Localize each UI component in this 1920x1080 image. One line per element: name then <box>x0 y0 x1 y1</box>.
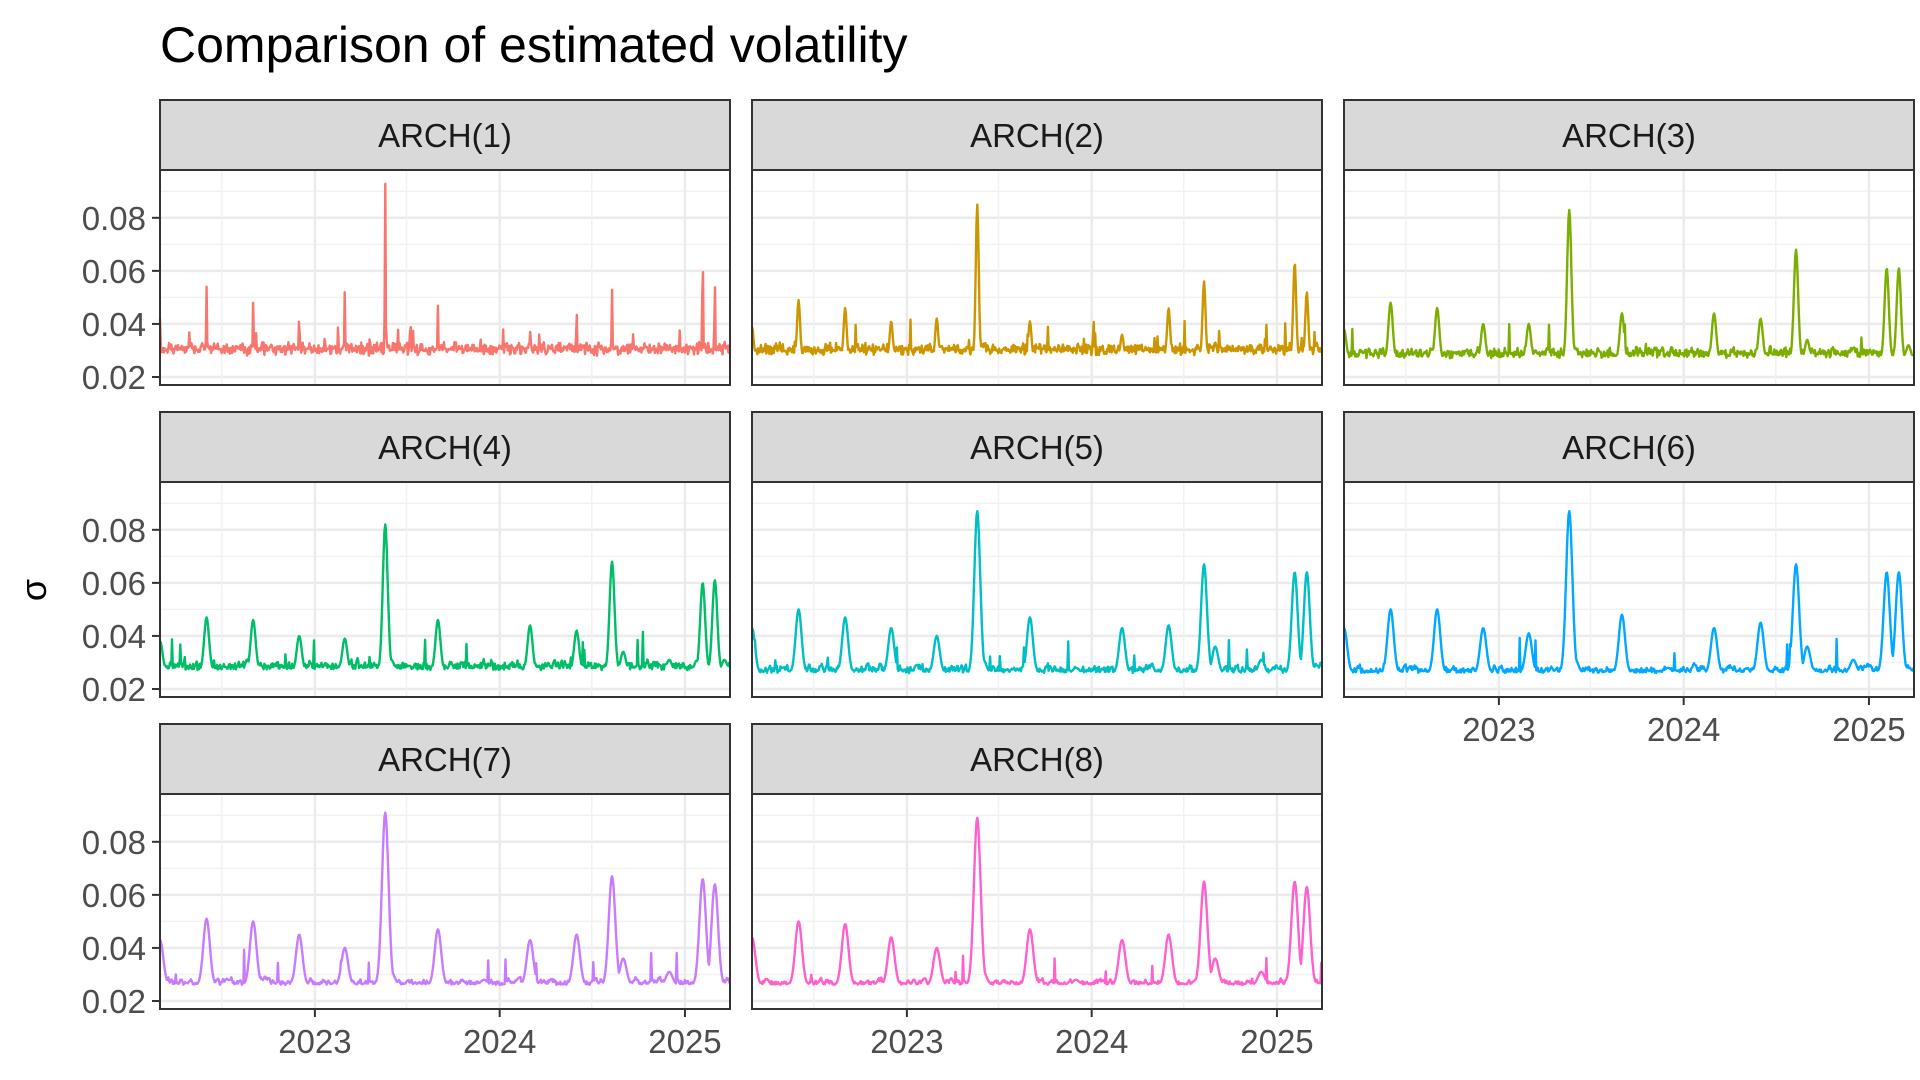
y-axis-label: σ <box>13 579 54 601</box>
facet-strip <box>1343 411 1915 483</box>
facet-strip <box>159 723 731 795</box>
plot-background <box>752 170 1322 385</box>
facet-panel: ARCH(3) <box>1342 99 1915 386</box>
series-line <box>158 182 731 357</box>
facet-strip-label: ARCH(6) <box>1562 429 1696 466</box>
facet-strip <box>1343 99 1915 171</box>
y-tick-label: 0.06 <box>82 877 146 914</box>
series-line <box>158 523 732 672</box>
x-tick-label: 2025 <box>1832 711 1905 748</box>
x-tick-label: 2024 <box>463 1023 536 1060</box>
x-tick-label: 2024 <box>1647 711 1720 748</box>
facet-strip-label: ARCH(7) <box>378 741 512 778</box>
plot-background <box>752 482 1322 697</box>
y-tick-label: 0.08 <box>82 200 146 237</box>
series-line <box>750 510 1323 675</box>
y-tick-label: 0.06 <box>82 565 146 602</box>
facet-strip <box>751 411 1323 483</box>
facet-panel: ARCH(1) 0.02 0.04 0.06 0.08 <box>82 99 731 396</box>
facet-panels: ARCH(1) 0.02 0.04 0.06 0.08 ARCH(2) ARCH(3) ARC… <box>82 99 1916 1060</box>
x-tick-label: 2023 <box>1462 711 1535 748</box>
y-tick-label: 0.06 <box>82 253 146 290</box>
panel-border <box>751 481 1323 698</box>
y-tick-label: 0.04 <box>82 618 146 655</box>
panel-border <box>159 793 731 1010</box>
facet-panel: ARCH(6) 2023 2024 2025 <box>1342 411 1916 748</box>
x-tick-label: 2025 <box>648 1023 721 1060</box>
series-line <box>1342 510 1916 675</box>
chart-title: Comparison of estimated volatility <box>160 17 908 73</box>
facet-panel: ARCH(8) 2023 2024 2025 <box>751 723 1324 1060</box>
y-tick-label: 0.08 <box>82 512 146 549</box>
facet-strip <box>751 723 1323 795</box>
facet-strip-label: ARCH(8) <box>970 741 1104 778</box>
facet-strip-label: ARCH(2) <box>970 117 1104 154</box>
facet-strip-label: ARCH(4) <box>378 429 512 466</box>
panel-border <box>751 793 1323 1010</box>
panel-border <box>1343 481 1915 698</box>
x-tick-label: 2023 <box>278 1023 351 1060</box>
x-tick-label: 2024 <box>1055 1023 1128 1060</box>
series-line <box>750 203 1323 357</box>
facet-strip-label: ARCH(1) <box>378 117 512 154</box>
y-tick-label: 0.04 <box>82 930 146 967</box>
facet-panel: ARCH(4) 0.02 0.04 0.06 0.08 <box>82 411 732 708</box>
series-line <box>1342 208 1915 360</box>
facet-panel: ARCH(2) <box>750 99 1323 386</box>
y-tick-label: 0.02 <box>82 359 146 396</box>
plot-background <box>160 482 730 697</box>
plot-background <box>160 794 730 1009</box>
facet-strip <box>751 99 1323 171</box>
facet-strip <box>159 411 731 483</box>
panel-border <box>159 169 731 386</box>
y-tick-label: 0.02 <box>82 671 146 708</box>
facet-panel: ARCH(7) 0.02 0.04 0.06 0.08 2023 2024 2025 <box>82 723 732 1060</box>
facet-strip <box>159 99 731 171</box>
x-tick-label: 2025 <box>1240 1023 1313 1060</box>
facet-strip-label: ARCH(3) <box>1562 117 1696 154</box>
facet-panel: ARCH(5) <box>750 411 1323 698</box>
plot-background <box>1344 482 1914 697</box>
panel-border <box>751 169 1323 386</box>
y-tick-label: 0.08 <box>82 824 146 861</box>
series-line <box>159 811 732 987</box>
series-line <box>751 816 1324 987</box>
panel-border <box>159 481 731 698</box>
x-tick-label: 2023 <box>870 1023 943 1060</box>
facet-strip-label: ARCH(5) <box>970 429 1104 466</box>
y-tick-label: 0.04 <box>82 306 146 343</box>
panel-border <box>1343 169 1915 386</box>
y-tick-label: 0.02 <box>82 983 146 1020</box>
